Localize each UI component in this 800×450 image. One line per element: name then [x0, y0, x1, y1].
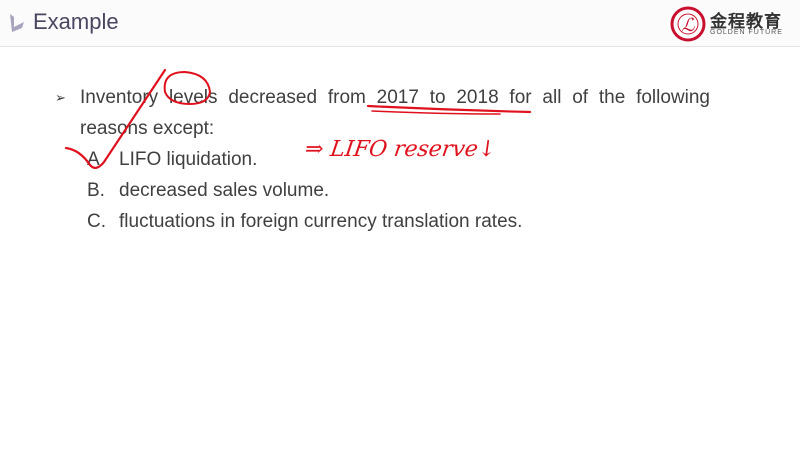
svg-text:ℒ: ℒ	[682, 15, 696, 36]
question-stem: ➢ Inventory levels decreased from 2017 t…	[55, 82, 710, 144]
slide-logo-icon	[10, 14, 24, 32]
arrow-bullet-icon: ➢	[55, 90, 66, 105]
slide-header: Example ℒ 金程教育 GOLDEN FUTURE	[0, 0, 800, 47]
option-b: B. decreased sales volume.	[87, 180, 330, 201]
handwritten-note: ⇒ LIFO reserve↓	[303, 137, 499, 162]
question-stem-text: Inventory levels decreased from 2017 to …	[80, 87, 710, 139]
option-c: C. fluctuations in foreign currency trans…	[87, 211, 523, 232]
brand-name-en: GOLDEN FUTURE	[710, 29, 783, 36]
brand-logo: ℒ 金程教育 GOLDEN FUTURE	[670, 6, 796, 42]
brand-name-cn: 金程教育	[710, 12, 782, 31]
slide-title: Example	[33, 9, 119, 34]
brand-seal-icon: ℒ	[670, 6, 706, 42]
